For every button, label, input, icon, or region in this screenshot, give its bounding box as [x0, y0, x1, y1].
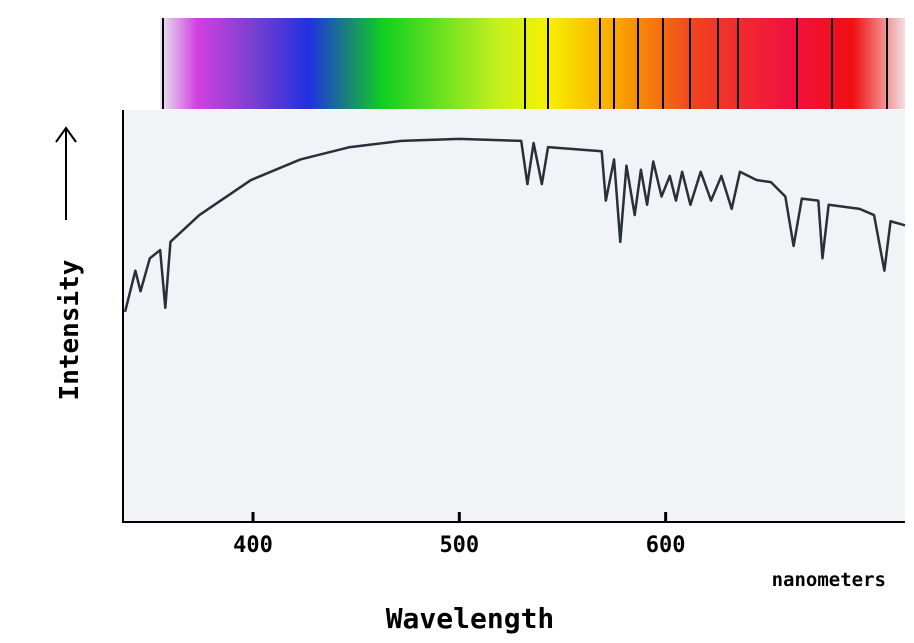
x-tick-label: 600	[646, 533, 686, 558]
x-tick-label: 400	[233, 533, 273, 558]
y-arrow	[55, 126, 77, 220]
plot-area	[123, 110, 905, 522]
spectrum-band	[160, 18, 905, 109]
absorption-lines	[162, 18, 888, 109]
y-axis-label: Intensity	[55, 260, 85, 401]
unit-annotation: nanometers	[772, 569, 886, 591]
axes	[122, 110, 905, 523]
x-tick-label: 500	[439, 533, 479, 558]
spectrum-line	[123, 137, 906, 313]
x-axis-label: Wavelength	[386, 602, 555, 635]
